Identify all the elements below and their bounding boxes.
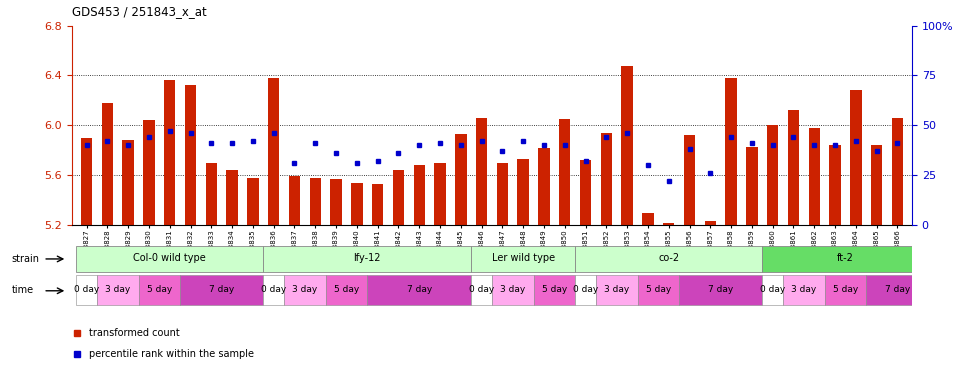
Bar bbox=[913, 118, 924, 225]
Text: Ler wild type: Ler wild type bbox=[492, 253, 555, 264]
Bar bbox=[637, 275, 679, 305]
Bar bbox=[284, 275, 325, 305]
Bar bbox=[476, 118, 488, 225]
Bar bbox=[517, 159, 529, 225]
Bar bbox=[164, 81, 176, 225]
Bar bbox=[247, 178, 258, 225]
Bar bbox=[205, 163, 217, 225]
Bar bbox=[471, 246, 575, 272]
Bar bbox=[762, 275, 783, 305]
Bar bbox=[762, 246, 928, 272]
Bar bbox=[580, 160, 591, 225]
Bar bbox=[309, 178, 321, 225]
Bar bbox=[866, 275, 928, 305]
Bar bbox=[76, 275, 97, 305]
Text: 7 day: 7 day bbox=[708, 285, 733, 294]
Text: 0 day: 0 day bbox=[573, 285, 598, 294]
Bar bbox=[263, 275, 284, 305]
Text: transformed count: transformed count bbox=[88, 328, 180, 338]
Bar bbox=[455, 134, 467, 225]
Bar bbox=[679, 275, 762, 305]
Text: 0 day: 0 day bbox=[760, 285, 785, 294]
Bar bbox=[642, 213, 654, 225]
Bar bbox=[596, 275, 637, 305]
Bar bbox=[434, 163, 445, 225]
Bar bbox=[767, 126, 779, 225]
Text: 7 day: 7 day bbox=[885, 285, 910, 294]
Text: 3 day: 3 day bbox=[604, 285, 630, 294]
Bar bbox=[783, 275, 825, 305]
Bar bbox=[227, 170, 238, 225]
Text: 0 day: 0 day bbox=[74, 285, 99, 294]
Bar bbox=[808, 128, 820, 225]
Text: 3 day: 3 day bbox=[105, 285, 131, 294]
Bar bbox=[263, 246, 471, 272]
Bar bbox=[81, 138, 92, 225]
Bar bbox=[414, 165, 425, 225]
Bar bbox=[123, 140, 133, 225]
Bar bbox=[539, 148, 550, 225]
Bar bbox=[393, 170, 404, 225]
Bar bbox=[829, 145, 841, 225]
Text: lfy-12: lfy-12 bbox=[353, 253, 381, 264]
Bar bbox=[825, 275, 866, 305]
Text: time: time bbox=[12, 285, 34, 295]
Bar bbox=[143, 120, 155, 225]
Bar bbox=[496, 163, 508, 225]
Text: percentile rank within the sample: percentile rank within the sample bbox=[88, 349, 253, 359]
Bar bbox=[705, 221, 716, 225]
Text: 7 day: 7 day bbox=[209, 285, 234, 294]
Bar bbox=[871, 145, 882, 225]
Text: 5 day: 5 day bbox=[334, 285, 359, 294]
Bar bbox=[138, 275, 180, 305]
Bar bbox=[76, 246, 263, 272]
Text: 0 day: 0 day bbox=[469, 285, 494, 294]
Bar bbox=[575, 246, 762, 272]
Bar bbox=[268, 78, 279, 225]
Bar bbox=[351, 183, 363, 225]
Bar bbox=[534, 275, 575, 305]
Bar bbox=[289, 176, 300, 225]
Bar bbox=[892, 118, 903, 225]
Bar bbox=[726, 78, 737, 225]
Bar bbox=[559, 119, 570, 225]
Bar bbox=[368, 275, 471, 305]
Text: 3 day: 3 day bbox=[500, 285, 525, 294]
Text: strain: strain bbox=[12, 254, 39, 264]
Bar bbox=[684, 135, 695, 225]
Bar bbox=[663, 223, 675, 225]
Text: co-2: co-2 bbox=[659, 253, 680, 264]
Text: 5 day: 5 day bbox=[646, 285, 671, 294]
Bar bbox=[621, 66, 633, 225]
Text: 5 day: 5 day bbox=[147, 285, 172, 294]
Text: Col-0 wild type: Col-0 wild type bbox=[133, 253, 206, 264]
Bar bbox=[601, 133, 612, 225]
Bar bbox=[492, 275, 534, 305]
Text: 7 day: 7 day bbox=[407, 285, 432, 294]
Text: 5 day: 5 day bbox=[541, 285, 567, 294]
Text: 0 day: 0 day bbox=[261, 285, 286, 294]
Bar bbox=[102, 103, 113, 225]
Bar bbox=[575, 275, 596, 305]
Bar bbox=[851, 90, 861, 225]
Bar bbox=[746, 146, 757, 225]
Text: 5 day: 5 day bbox=[833, 285, 858, 294]
Bar bbox=[330, 179, 342, 225]
Bar bbox=[372, 184, 383, 225]
Text: 3 day: 3 day bbox=[791, 285, 817, 294]
Bar bbox=[97, 275, 138, 305]
Bar bbox=[788, 111, 800, 225]
Text: 3 day: 3 day bbox=[292, 285, 318, 294]
Text: ft-2: ft-2 bbox=[837, 253, 853, 264]
Bar bbox=[325, 275, 368, 305]
Bar bbox=[180, 275, 263, 305]
Text: GDS453 / 251843_x_at: GDS453 / 251843_x_at bbox=[72, 5, 206, 19]
Bar bbox=[471, 275, 492, 305]
Bar bbox=[184, 86, 196, 225]
